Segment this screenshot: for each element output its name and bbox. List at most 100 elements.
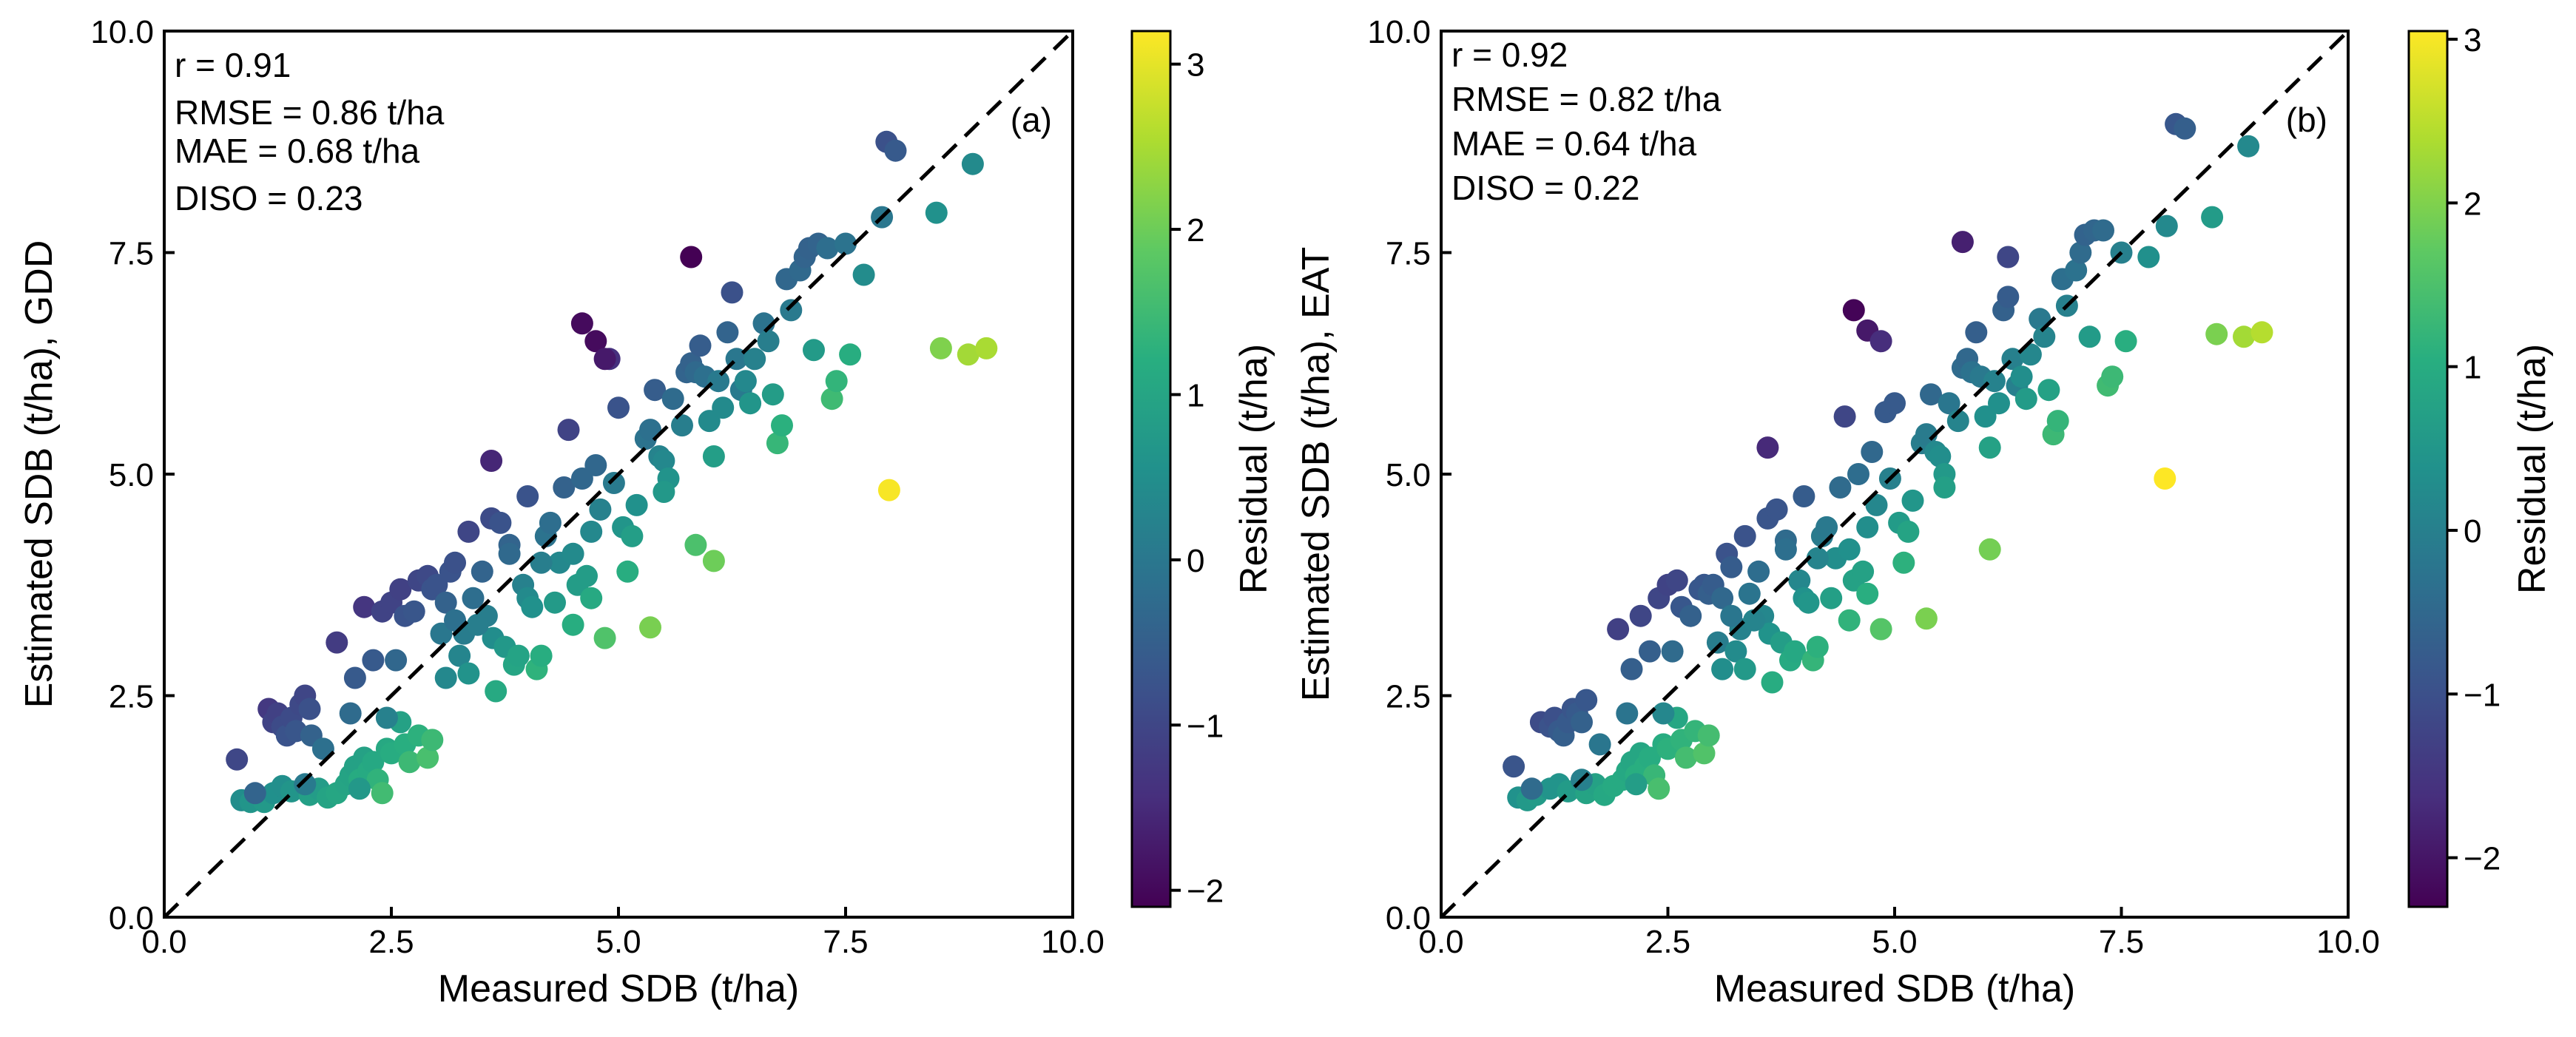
panel-b-x-tick-label: 7.5	[2099, 924, 2144, 960]
panel-b-point	[1983, 370, 2006, 393]
panel-a-stats: r = 0.91 RMSE = 0.86 t/ha MAE = 0.68 t/h…	[175, 46, 445, 217]
panel-a-point	[570, 467, 593, 490]
panel-a-point	[702, 550, 725, 572]
panel-b-point	[1838, 538, 1861, 561]
panel-a-point	[398, 751, 421, 774]
panel-b-point	[1997, 286, 2020, 308]
panel-b-point	[1815, 516, 1838, 538]
panel-b-y-tick-label: 10.0	[1367, 14, 1431, 50]
panel-a-point	[834, 232, 857, 255]
panel-a-point	[644, 379, 667, 402]
panel-a-point	[462, 587, 485, 609]
panel-a-point	[671, 414, 693, 437]
panel-b-point	[1951, 231, 1974, 254]
panel-a-point	[343, 666, 366, 689]
panel-a-stat-mae: MAE = 0.68 t/ha	[175, 132, 420, 170]
panel-b-y-tick-label: 0.0	[1386, 900, 1431, 936]
panel-b-point	[1629, 604, 1652, 627]
panel-b-point	[1892, 551, 1915, 574]
panel-b-point	[1706, 631, 1729, 654]
panel-b-point	[1974, 405, 1997, 428]
panel-b-point	[1988, 392, 2010, 415]
panel-a-point	[516, 485, 539, 507]
panel-b-point	[1607, 618, 1630, 641]
panel-a-x-tick-label: 0.0	[141, 924, 186, 960]
panel-a-point	[576, 564, 598, 587]
panel-a-point	[716, 321, 739, 344]
panel-a-point	[457, 662, 480, 685]
panel-a-point	[653, 481, 675, 503]
panel-a-point	[521, 595, 544, 618]
panel-b-point	[1675, 746, 1697, 769]
panel-b-point	[1856, 516, 1879, 538]
panel-b-point	[1838, 609, 1861, 632]
panel-b: 0.00.0 2.5 2.5 5.0 5.0 7.5 7.5 10.0 10.0 Measure…	[1295, 14, 2554, 1010]
panel-b-point	[1884, 392, 1906, 415]
panel-a-points	[226, 130, 998, 814]
panel-a-colorbar-tick-label: 2	[1187, 212, 1204, 249]
panel-b-point	[2101, 365, 2124, 388]
panel-a-point	[375, 706, 398, 729]
panel-a-stat-rmse: RMSE = 0.86 t/ha	[175, 93, 445, 132]
panel-a-x-tick-label: 7.5	[823, 924, 868, 960]
panel-a-colorbar	[1130, 30, 1172, 908]
panel-a-point	[584, 330, 607, 353]
panel-a-point	[852, 263, 875, 286]
panel-b-point	[1720, 604, 1743, 627]
panel-b-point	[2069, 241, 2092, 264]
panel-a-point	[639, 616, 661, 639]
panel-b-point	[1929, 445, 1952, 467]
panel-b-point	[1679, 604, 1702, 627]
panel-b-point	[1797, 591, 1820, 614]
panel-a-point	[539, 511, 562, 534]
panel-b-point	[1820, 587, 1843, 609]
panel-a-point	[839, 343, 862, 366]
panel-a-point	[417, 746, 439, 769]
panel-b-point	[1869, 618, 1892, 641]
panel-a-point	[877, 479, 900, 501]
panel-a-point	[702, 445, 725, 467]
panel-a-y-tick-label: 0.0	[109, 900, 154, 936]
panel-b-point	[1743, 609, 1765, 632]
panel-a-point	[766, 432, 789, 455]
panel-a-point	[553, 476, 576, 499]
panel-a-stat-diso: DISO = 0.23	[175, 179, 363, 217]
panel-b-point	[1852, 560, 1875, 583]
panel-b-point	[1829, 476, 1852, 499]
panel-b-x-tick-label: 10.0	[2316, 924, 2380, 960]
panel-a-point	[498, 542, 521, 565]
panel-a-point	[580, 520, 603, 543]
panel-a-colorbar-tick-label: 1	[1187, 377, 1204, 413]
panel-a-point	[721, 281, 744, 304]
panel-b-point	[1901, 489, 1924, 512]
panel-b-point	[1978, 436, 2001, 459]
panel-a-point	[226, 748, 249, 771]
panel-a-point	[771, 414, 793, 437]
panel-a-point	[739, 392, 762, 415]
panel-b-x-tick-label: 5.0	[1872, 924, 1917, 960]
panel-a-point	[744, 348, 766, 371]
panel-a-point	[925, 201, 948, 224]
panel-b-point	[2137, 246, 2160, 268]
panel-a-point	[562, 613, 584, 636]
panel-a-colorbar-tick-label: 3	[1187, 47, 1204, 84]
panel-b-point	[1920, 383, 1942, 406]
panel-b-point	[1711, 587, 1734, 609]
panel-b-x-tick-label: 2.5	[1645, 924, 1690, 960]
panel-a-y-tick-label: 10.0	[90, 14, 154, 50]
panel-b-point	[2033, 325, 2056, 348]
panel-b-point	[1856, 582, 1879, 605]
panel-b-colorbar-tick-label: −2	[2464, 841, 2501, 877]
panel-b-point	[1861, 441, 1884, 463]
panel-a-x-tick-label: 2.5	[368, 924, 414, 960]
panel-b-point	[2114, 330, 2137, 353]
panel-a-point	[734, 370, 757, 393]
panel-b-point	[1625, 773, 1648, 796]
panel-a-point	[557, 419, 580, 442]
panel-b-point	[1784, 640, 1807, 663]
panel-a-point	[530, 644, 553, 667]
panel-b-point	[1639, 746, 1661, 769]
panel-a-point	[457, 520, 480, 543]
panel-b-y-tick-label: 2.5	[1386, 679, 1431, 715]
panel-a-point	[348, 777, 371, 800]
